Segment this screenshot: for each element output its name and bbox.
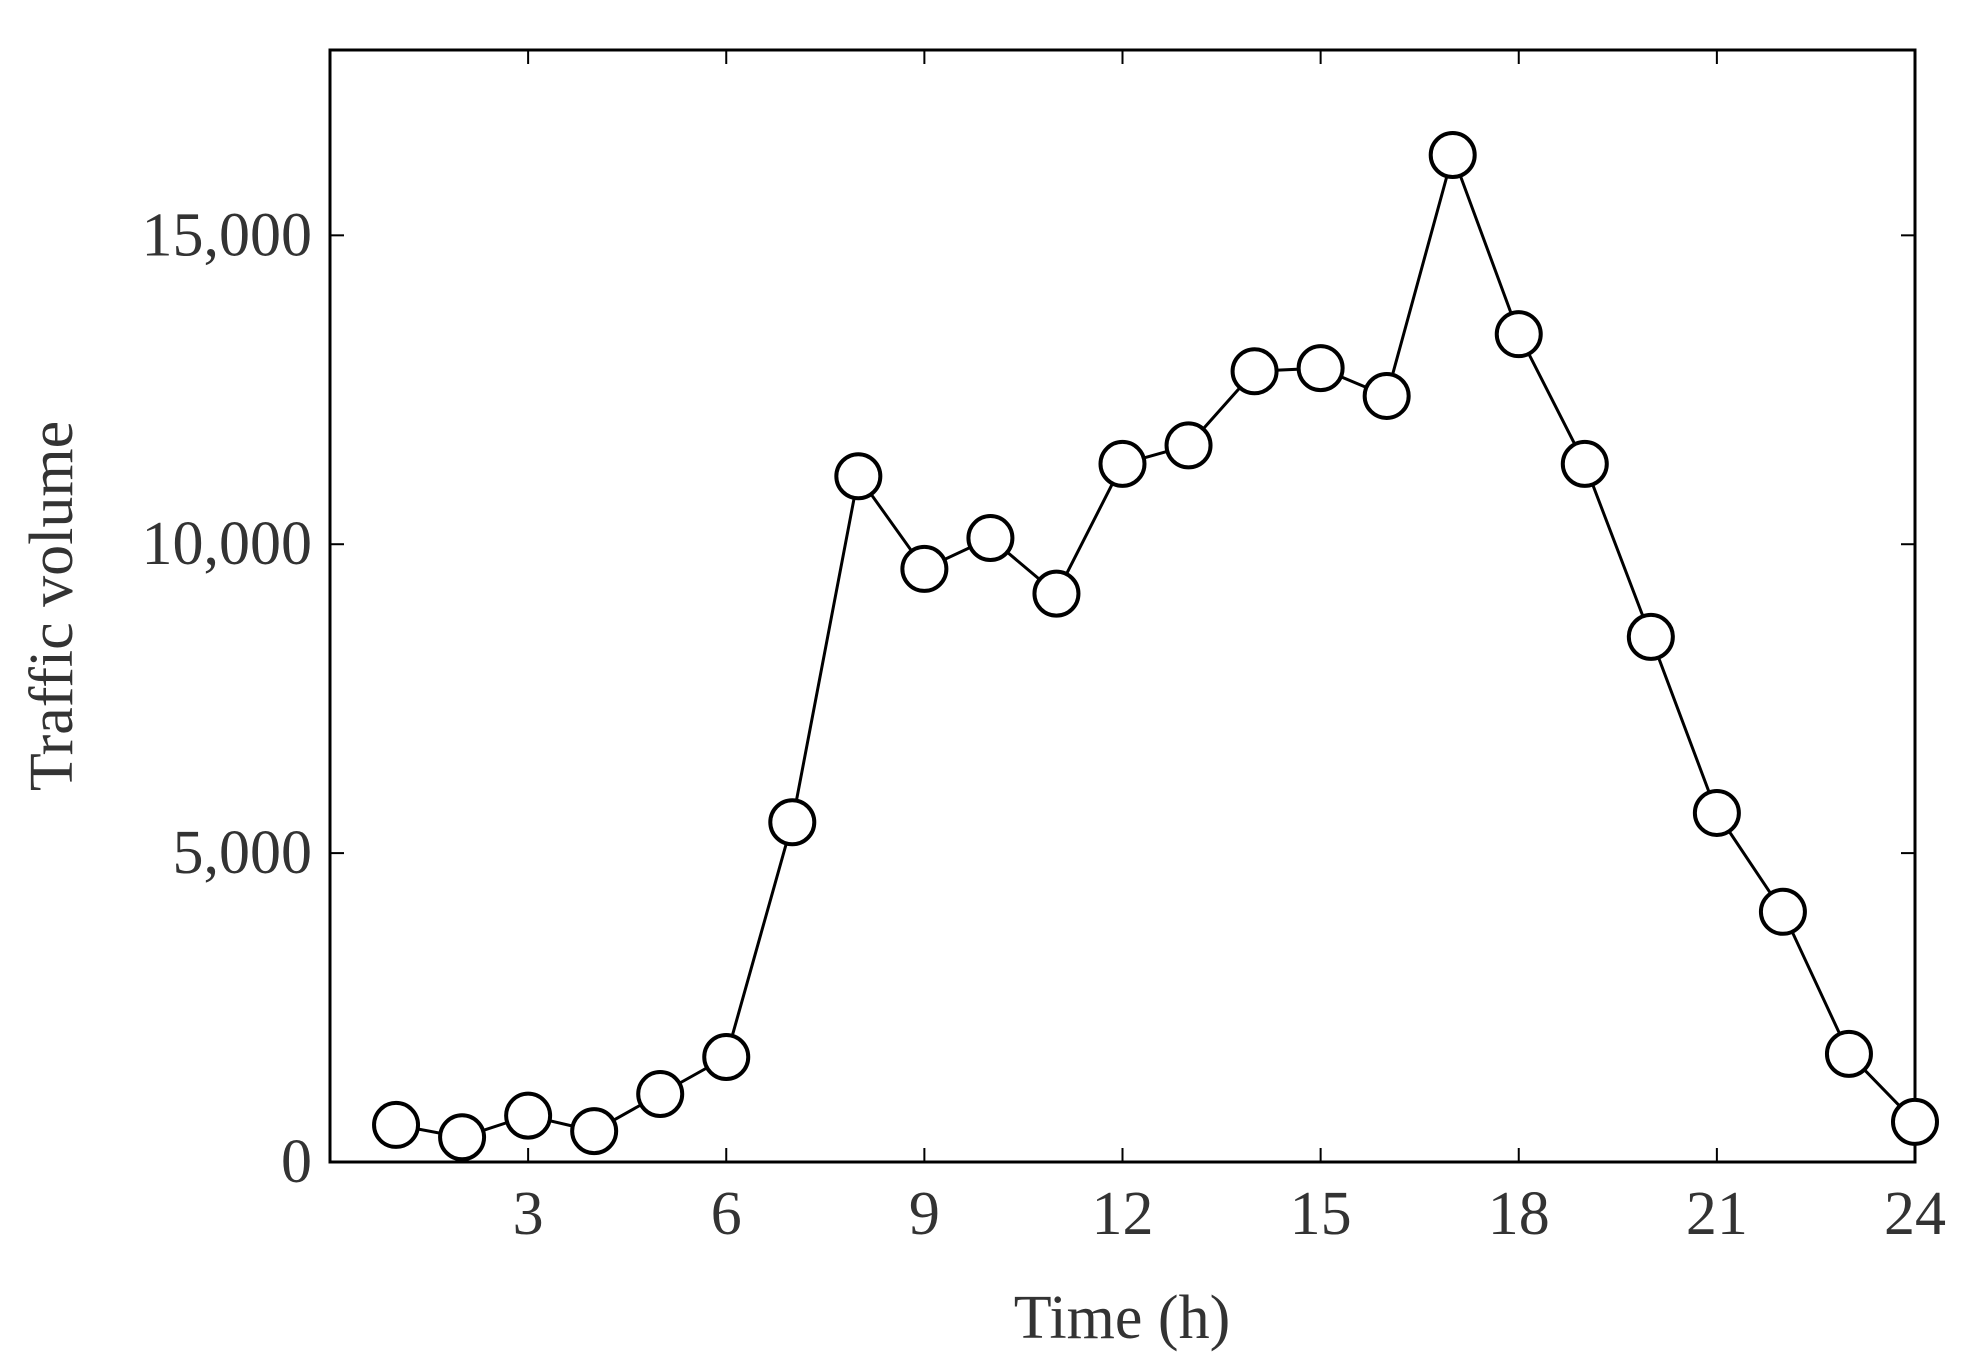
data-point	[372, 1100, 421, 1149]
data-point	[504, 1091, 553, 1140]
data-point	[768, 798, 817, 847]
data-point	[1626, 612, 1675, 661]
data-point	[1230, 347, 1279, 396]
data-point	[1692, 788, 1741, 837]
data-point	[966, 514, 1015, 563]
x-tick-label: 21	[1686, 1180, 1748, 1248]
data-point	[1824, 1029, 1873, 1078]
data-series	[372, 131, 1939, 1162]
x-tick-label: 15	[1290, 1180, 1352, 1248]
x-tick-label: 3	[513, 1180, 544, 1248]
y-axis: 0 5,000 10,000 15,000	[142, 201, 1915, 1196]
data-point	[1032, 569, 1081, 618]
y-axis-title: Traffic volume	[18, 421, 86, 791]
data-point	[1494, 310, 1543, 359]
data-point	[1296, 344, 1345, 393]
data-point	[1164, 421, 1213, 470]
data-point	[1758, 887, 1807, 936]
data-point	[1891, 1097, 1939, 1146]
y-tick-label: 5,000	[173, 819, 313, 887]
y-tick-label: 10,000	[142, 510, 313, 578]
data-point	[636, 1070, 685, 1119]
y-tick-label: 15,000	[142, 201, 313, 269]
data-point	[438, 1113, 487, 1162]
x-tick-label: 24	[1884, 1180, 1946, 1248]
data-point	[1428, 131, 1477, 180]
x-tick-label: 12	[1092, 1180, 1154, 1248]
data-point	[1560, 439, 1609, 488]
data-point	[1362, 371, 1411, 420]
y-tick-label: 0	[281, 1128, 312, 1196]
data-point	[834, 452, 883, 501]
data-point	[702, 1032, 751, 1081]
data-point	[900, 544, 949, 593]
x-tick-label: 18	[1488, 1180, 1550, 1248]
x-tick-label: 6	[711, 1180, 742, 1248]
data-point	[1098, 439, 1147, 488]
x-tick-label: 9	[909, 1180, 940, 1248]
x-axis-title: Time (h)	[1014, 1284, 1230, 1352]
data-point	[570, 1107, 619, 1156]
plot-frame	[328, 48, 1917, 1164]
series-line	[395, 150, 1917, 1139]
x-axis: 3 6 9 12 15 18 21 24	[513, 50, 1946, 1248]
